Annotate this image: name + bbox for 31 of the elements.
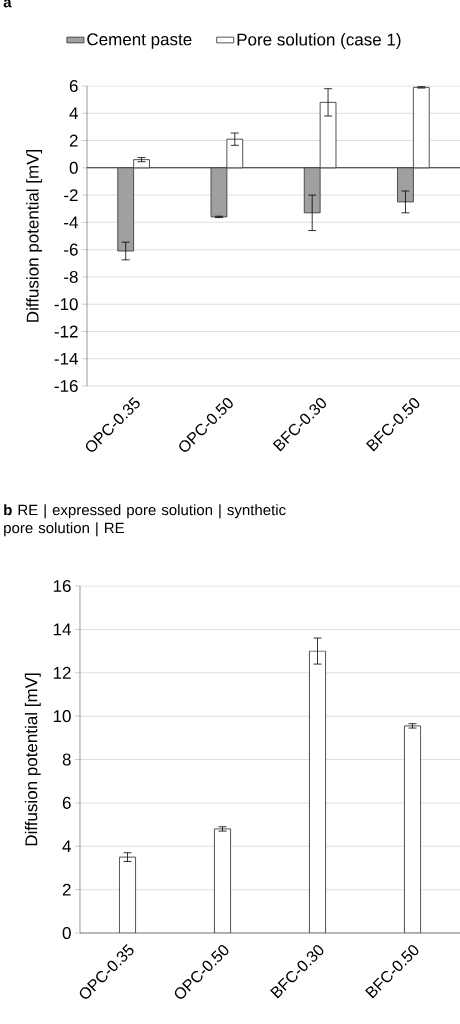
y-tick-label: 6 xyxy=(69,79,78,93)
bar xyxy=(213,828,232,934)
y-axis-title: Diffusion potential [mV] xyxy=(24,673,41,846)
y-tick-label: -6 xyxy=(64,243,78,256)
y-tick-label: 12 xyxy=(53,666,71,679)
bar xyxy=(118,856,137,934)
y-tick-label: 0 xyxy=(69,161,78,174)
y-tick-label: 2 xyxy=(69,134,78,147)
y-tick-label: -14 xyxy=(54,352,78,365)
legend-label: Cement paste xyxy=(87,33,192,49)
y-tick-label: 14 xyxy=(53,623,71,636)
y-tick-label: -2 xyxy=(64,189,78,202)
chart-title: a xyxy=(3,0,12,8)
y-tick-label: -16 xyxy=(54,379,78,393)
y-tick-label: -4 xyxy=(64,216,78,229)
y-tick-label: -8 xyxy=(64,270,78,283)
y-axis-title: Diffusion potential [mV] xyxy=(26,149,43,322)
chart-title: b RE | expressed pore solution | synthetic pore solution | RE xyxy=(4,504,286,537)
y-tick-label: -12 xyxy=(54,325,78,338)
y-tick-label: 16 xyxy=(53,579,71,593)
legend-label: Pore solution (case 1) xyxy=(237,33,401,49)
y-tick-label: 4 xyxy=(62,840,71,853)
y-tick-label: 8 xyxy=(62,753,71,766)
bar xyxy=(403,725,422,934)
y-tick-label: -10 xyxy=(54,298,78,311)
y-tick-label: 0 xyxy=(62,926,71,940)
y-tick-label: 4 xyxy=(69,107,78,120)
y-tick-label: 2 xyxy=(62,883,71,896)
y-tick-label: 6 xyxy=(62,796,71,809)
bar xyxy=(308,650,327,934)
y-tick-label: 10 xyxy=(53,710,71,723)
